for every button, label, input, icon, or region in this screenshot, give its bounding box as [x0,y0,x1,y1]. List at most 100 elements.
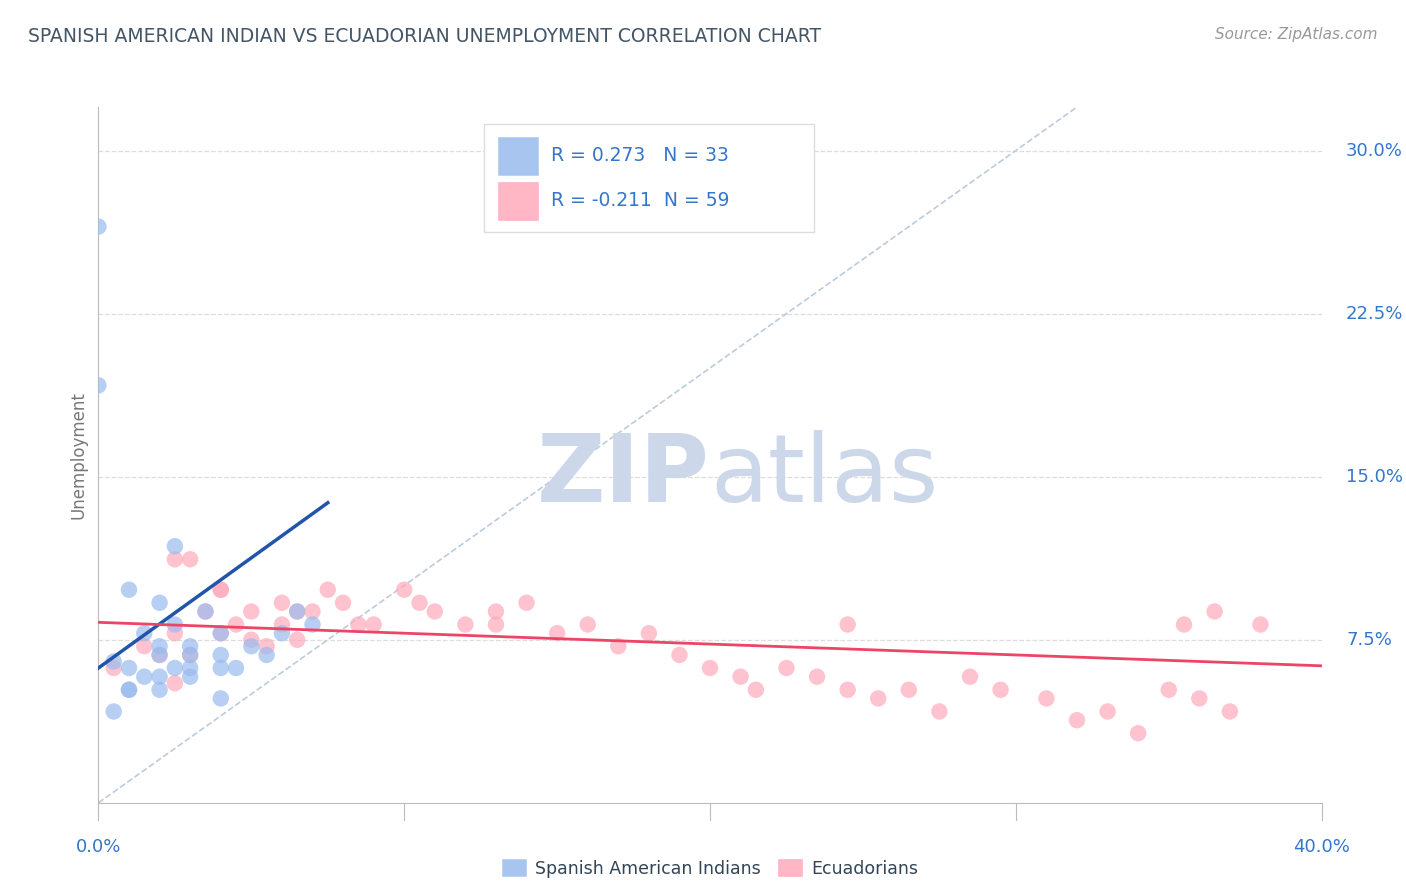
Text: SPANISH AMERICAN INDIAN VS ECUADORIAN UNEMPLOYMENT CORRELATION CHART: SPANISH AMERICAN INDIAN VS ECUADORIAN UN… [28,27,821,45]
Point [209,691,232,706]
Point [209,626,232,640]
Point [103,705,125,719]
Text: Source: ZipAtlas.com: Source: ZipAtlas.com [1215,27,1378,42]
Point [163,661,186,675]
Point [546,626,568,640]
Point [1204,605,1226,619]
Point [990,682,1012,697]
Point [134,626,156,640]
Point [103,661,125,675]
Y-axis label: Unemployment: Unemployment [69,391,87,519]
Point [408,596,430,610]
Point [209,661,232,675]
Point [179,661,201,675]
Point [179,648,201,662]
Point [1097,705,1119,719]
Point [103,655,125,669]
Point [270,596,292,610]
Point [118,661,141,675]
Point [363,617,385,632]
Point [576,617,599,632]
Point [301,605,323,619]
Point [1066,713,1088,727]
Point [485,605,508,619]
Point [179,648,201,662]
Point [837,617,859,632]
Point [454,617,477,632]
Point [194,605,217,619]
Point [163,539,186,553]
Point [347,617,370,632]
Point [285,632,308,647]
FancyBboxPatch shape [498,136,537,175]
Point [607,639,630,653]
Point [149,648,172,662]
Point [1128,726,1150,740]
Point [485,617,508,632]
Point [745,682,768,697]
Point [285,605,308,619]
Point [118,682,141,697]
Text: 22.5%: 22.5% [1346,304,1403,323]
Point [959,670,981,684]
Text: 15.0%: 15.0% [1346,467,1403,485]
Point [699,661,721,675]
Point [118,582,141,597]
Point [897,682,920,697]
Point [194,605,217,619]
Text: R = 0.273   N = 33: R = 0.273 N = 33 [551,146,728,165]
Point [332,596,354,610]
Point [1035,691,1057,706]
Point [1188,691,1211,706]
Point [730,670,752,684]
Point [668,648,690,662]
Point [1219,705,1241,719]
Point [209,582,232,597]
Point [87,378,110,392]
Text: 40.0%: 40.0% [1294,838,1350,856]
Point [256,639,278,653]
Point [149,639,172,653]
Point [270,617,292,632]
Point [179,552,201,566]
Point [209,626,232,640]
Point [285,605,308,619]
Point [423,605,446,619]
Point [392,582,416,597]
Text: 30.0%: 30.0% [1346,142,1403,160]
Point [240,605,263,619]
Point [149,682,172,697]
Text: 0.0%: 0.0% [76,838,121,856]
FancyBboxPatch shape [484,124,814,232]
Point [928,705,950,719]
Point [134,670,156,684]
Point [149,648,172,662]
Point [163,676,186,690]
Point [1173,617,1195,632]
Point [1157,682,1180,697]
Point [225,661,247,675]
Point [134,639,156,653]
Point [516,596,538,610]
Point [256,648,278,662]
Point [163,626,186,640]
Point [837,682,859,697]
Point [87,219,110,234]
Point [209,582,232,597]
FancyBboxPatch shape [498,182,537,220]
Point [149,596,172,610]
Point [179,670,201,684]
Point [163,552,186,566]
Point [149,670,172,684]
Point [179,639,201,653]
Point [225,617,247,632]
Point [868,691,890,706]
Point [301,617,323,632]
Point [163,617,186,632]
Point [1249,617,1271,632]
Point [209,648,232,662]
Text: R = -0.211  N = 59: R = -0.211 N = 59 [551,192,730,211]
Text: atlas: atlas [710,430,938,522]
Point [775,661,797,675]
Point [637,626,661,640]
